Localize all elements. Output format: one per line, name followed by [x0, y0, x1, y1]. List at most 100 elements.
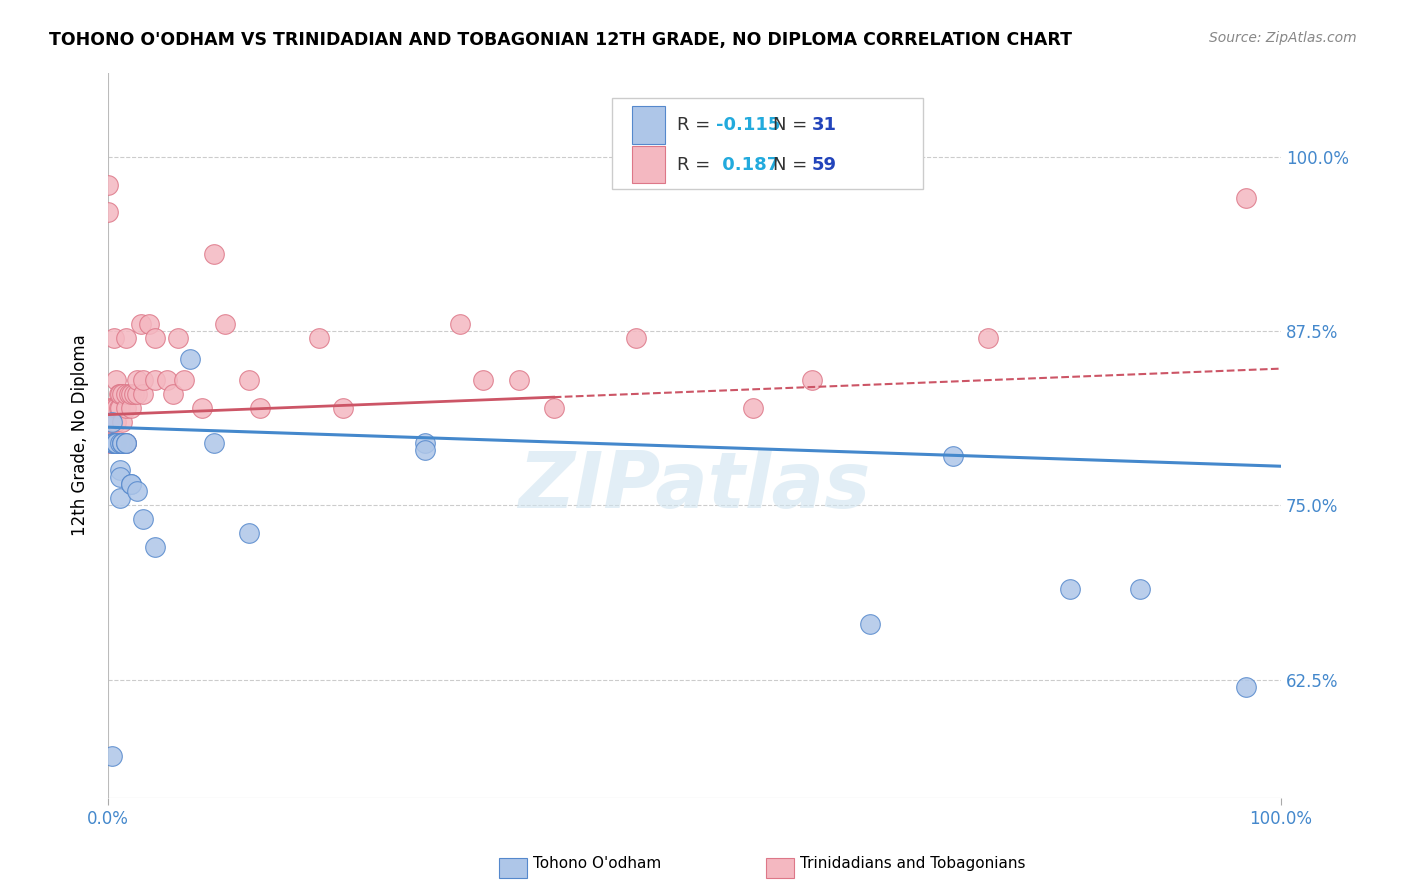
Point	[202, 435, 225, 450]
Text: Trinidadians and Tobagonians: Trinidadians and Tobagonians	[800, 856, 1025, 871]
Point	[472, 373, 495, 387]
Text: ZIPatlas: ZIPatlas	[519, 449, 870, 524]
Point	[132, 373, 155, 387]
Point	[108, 463, 131, 477]
Point	[127, 373, 149, 387]
Point	[332, 401, 354, 415]
Point	[1234, 680, 1257, 694]
Point	[114, 401, 136, 415]
FancyBboxPatch shape	[633, 106, 665, 145]
Point	[179, 351, 201, 366]
Point	[138, 317, 160, 331]
Point	[103, 401, 125, 415]
Point	[105, 373, 128, 387]
Point	[162, 386, 184, 401]
Point	[1129, 582, 1152, 596]
Point	[238, 526, 260, 541]
FancyBboxPatch shape	[633, 145, 665, 184]
Point	[120, 477, 142, 491]
Text: 31: 31	[811, 116, 837, 135]
Point	[100, 749, 122, 764]
Point	[108, 435, 131, 450]
Point	[111, 435, 134, 450]
Point	[120, 477, 142, 491]
Text: Tohono O'odham: Tohono O'odham	[533, 856, 661, 871]
Point	[742, 401, 765, 415]
Point	[114, 435, 136, 450]
Point	[449, 317, 471, 331]
Point	[624, 331, 647, 345]
Point	[129, 317, 152, 331]
Point	[105, 435, 128, 450]
Point	[800, 373, 823, 387]
Point	[941, 450, 963, 464]
Point	[107, 401, 129, 415]
Point	[111, 415, 134, 429]
Point	[173, 373, 195, 387]
Text: R =: R =	[676, 155, 716, 174]
Text: 0.187: 0.187	[716, 155, 779, 174]
Point	[97, 205, 120, 219]
FancyBboxPatch shape	[613, 98, 924, 189]
Point	[308, 331, 330, 345]
Point	[118, 386, 141, 401]
Point	[114, 386, 136, 401]
Point	[105, 415, 128, 429]
Point	[214, 317, 236, 331]
Text: TOHONO O'ODHAM VS TRINIDADIAN AND TOBAGONIAN 12TH GRADE, NO DIPLOMA CORRELATION : TOHONO O'ODHAM VS TRINIDADIAN AND TOBAGO…	[49, 31, 1073, 49]
Point	[120, 386, 142, 401]
Point	[859, 616, 882, 631]
Point	[114, 435, 136, 450]
Point	[122, 386, 145, 401]
Point	[100, 415, 122, 429]
Point	[97, 401, 120, 415]
Point	[543, 401, 565, 415]
Text: -0.115: -0.115	[716, 116, 780, 135]
Point	[111, 435, 134, 450]
Text: N =: N =	[773, 155, 813, 174]
Point	[120, 401, 142, 415]
Point	[105, 435, 128, 450]
Point	[108, 470, 131, 484]
Text: 59: 59	[811, 155, 837, 174]
Point	[1234, 192, 1257, 206]
Point	[143, 373, 166, 387]
Point	[100, 401, 122, 415]
Point	[202, 247, 225, 261]
Point	[108, 435, 131, 450]
Point	[108, 401, 131, 415]
Text: R =: R =	[676, 116, 716, 135]
Point	[97, 435, 120, 450]
Point	[143, 540, 166, 554]
Point	[107, 386, 129, 401]
Point	[100, 435, 122, 450]
Point	[105, 435, 128, 450]
Point	[103, 435, 125, 450]
Point	[114, 331, 136, 345]
Point	[100, 415, 122, 429]
Text: N =: N =	[773, 116, 813, 135]
Point	[1059, 582, 1081, 596]
Point	[191, 401, 214, 415]
Point	[413, 435, 436, 450]
Point	[97, 178, 120, 192]
Text: Source: ZipAtlas.com: Source: ZipAtlas.com	[1209, 31, 1357, 45]
Point	[413, 442, 436, 457]
Point	[103, 435, 125, 450]
Point	[238, 373, 260, 387]
Point	[132, 512, 155, 526]
Point	[105, 435, 128, 450]
Point	[143, 331, 166, 345]
Point	[508, 373, 530, 387]
Point	[156, 373, 179, 387]
Point	[97, 415, 120, 429]
Point	[103, 331, 125, 345]
Point	[977, 331, 1000, 345]
Point	[127, 484, 149, 499]
Point	[108, 386, 131, 401]
Point	[111, 386, 134, 401]
Point	[105, 401, 128, 415]
Point	[100, 435, 122, 450]
Y-axis label: 12th Grade, No Diploma: 12th Grade, No Diploma	[72, 334, 89, 536]
Point	[103, 435, 125, 450]
